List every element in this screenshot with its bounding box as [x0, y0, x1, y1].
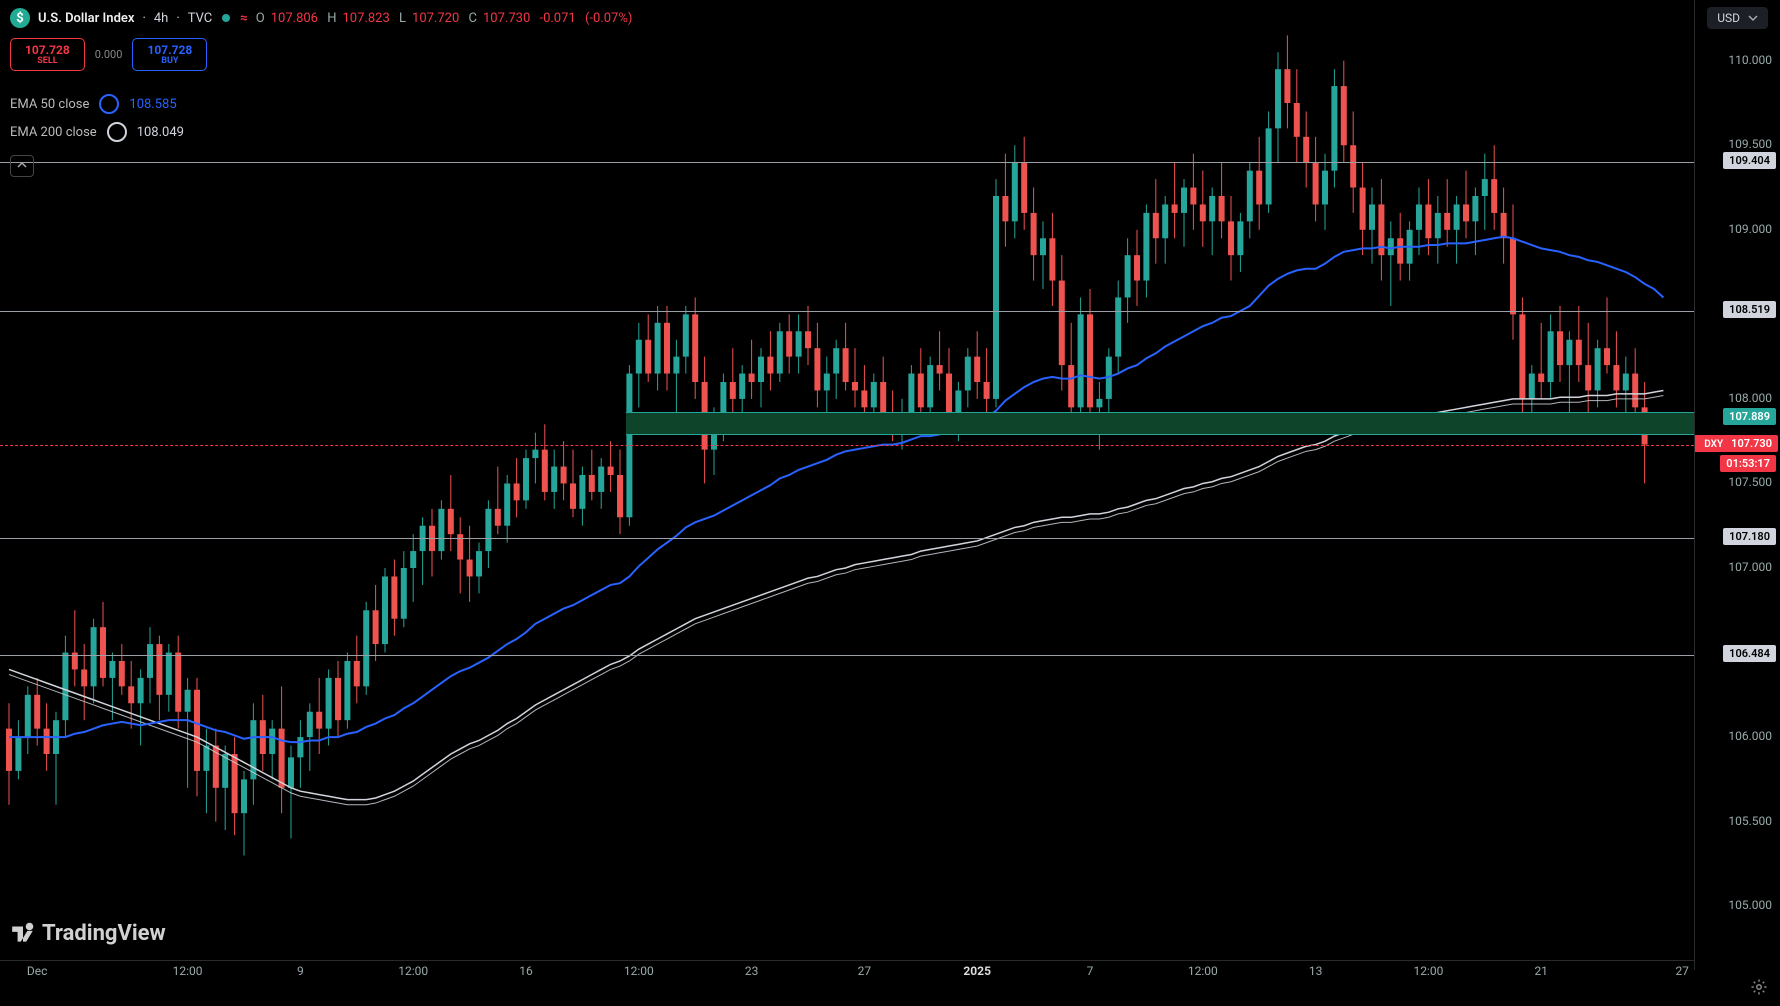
y-tick: 105.000 — [1728, 898, 1772, 912]
x-tick: 12:00 — [173, 964, 203, 978]
y-tick: 106.000 — [1728, 729, 1772, 743]
ema200-value: 108.049 — [137, 125, 184, 140]
chart-root: $ U.S. Dollar Index · 4h · TVC ≈ O107.80… — [0, 0, 1780, 1006]
price-flag: 108.519 — [1723, 301, 1776, 318]
x-tick: 16 — [519, 964, 533, 978]
price-flag: 107.180 — [1723, 528, 1776, 545]
ohlc-chg: -0.071 — [539, 11, 575, 26]
indicator-ema50[interactable]: EMA 50 close 108.585 — [10, 94, 177, 114]
y-tick: 109.500 — [1728, 137, 1772, 151]
y-tick: 107.500 — [1728, 475, 1772, 489]
ohlc-chg-pct: (-0.07%) — [585, 11, 632, 26]
price-flag: 109.404 — [1723, 152, 1776, 169]
x-tick: 13 — [1309, 964, 1323, 978]
sell-button[interactable]: 107.728 SELL — [10, 38, 85, 71]
refresh-icon — [99, 94, 119, 114]
price-flag: DXY107.730 — [1694, 435, 1778, 452]
x-tick: 21 — [1534, 964, 1548, 978]
y-tick: 107.000 — [1728, 560, 1772, 574]
tilde-icon: ≈ — [240, 11, 248, 26]
tradingview-watermark: TradingView — [10, 920, 166, 946]
buy-button[interactable]: 107.728 BUY — [132, 38, 207, 71]
ohlc-l: 107.720 — [412, 11, 459, 26]
symbol-title[interactable]: U.S. Dollar Index — [38, 11, 134, 26]
x-tick: 27 — [858, 964, 872, 978]
y-tick: 109.000 — [1728, 222, 1772, 236]
x-tick: 23 — [745, 964, 759, 978]
x-tick: 27 — [1675, 964, 1689, 978]
source: TVC — [188, 11, 213, 26]
gear-icon[interactable] — [1750, 978, 1768, 996]
y-tick: 105.500 — [1728, 814, 1772, 828]
x-tick: 2025 — [963, 964, 991, 978]
currency-selector[interactable]: USD — [1707, 7, 1768, 29]
symbol-icon: $ — [10, 8, 30, 28]
x-tick: 12:00 — [624, 964, 654, 978]
interval[interactable]: 4h — [154, 11, 168, 26]
ohlc-h: 107.823 — [343, 11, 390, 26]
ema50-value: 108.585 — [129, 97, 176, 112]
price-flag: 106.484 — [1723, 645, 1776, 662]
trade-buttons: 107.728 SELL 0.000 107.728 BUY — [10, 38, 207, 71]
price-flag: 107.889 — [1723, 408, 1776, 425]
x-tick: 12:00 — [1188, 964, 1218, 978]
chevron-down-icon — [1748, 13, 1758, 23]
ohlc-readout: O107.806 H107.823 L107.720 C107.730 -0.0… — [256, 11, 639, 26]
price-axis[interactable]: 110.000 109.500 109.000 108.000 107.500 107.0… — [1694, 0, 1780, 970]
ohlc-o: 107.806 — [271, 11, 318, 26]
status-dot-icon — [222, 14, 230, 22]
y-tick: 108.000 — [1728, 391, 1772, 405]
x-tick: 12:00 — [1413, 964, 1443, 978]
refresh-icon — [107, 122, 127, 142]
y-tick: 110.000 — [1728, 53, 1772, 67]
x-tick: 12:00 — [398, 964, 428, 978]
x-tick: Dec — [27, 964, 48, 978]
price-flag: 01:53:17 — [1720, 455, 1776, 472]
indicator-ema200[interactable]: EMA 200 close 108.049 — [10, 122, 184, 142]
ohlc-c: 107.730 — [483, 11, 530, 26]
x-tick: 7 — [1087, 964, 1094, 978]
spread: 0.000 — [91, 48, 127, 61]
collapse-legend-button[interactable] — [10, 155, 34, 177]
x-tick: 9 — [297, 964, 304, 978]
chart-pane[interactable] — [0, 0, 1694, 970]
symbol-header: $ U.S. Dollar Index · 4h · TVC ≈ O107.80… — [10, 8, 638, 28]
time-axis[interactable]: Dec 12:00 9 12:00 16 12:00 23 27 2025 7 12:00 13 12:… — [0, 960, 1694, 984]
